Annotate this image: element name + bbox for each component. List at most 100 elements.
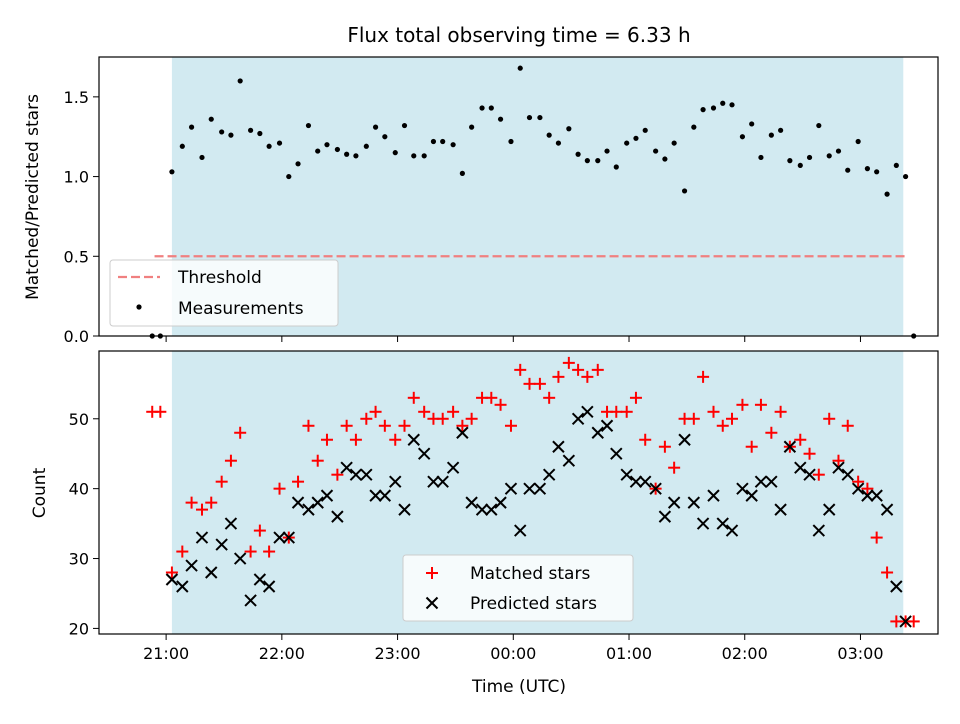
- matched-star-point: [610, 405, 623, 418]
- matched-star-point: [302, 419, 315, 432]
- predicted-star-point: [485, 503, 498, 516]
- predicted-star-point: [273, 531, 286, 544]
- measurement-point: [729, 102, 735, 108]
- ratio-axes-frame: [98, 56, 939, 337]
- measurement-point: [188, 124, 195, 130]
- measurement-point: [344, 151, 350, 157]
- predicted-star-point: [774, 503, 787, 516]
- predicted-star-point: [542, 468, 556, 481]
- predicted-star-point: [890, 580, 903, 593]
- predicted-star-point: [667, 496, 681, 509]
- matched-star-point: [195, 503, 208, 516]
- predicted-star-point: [581, 405, 594, 418]
- measurement-point: [653, 148, 659, 154]
- legend-matched-label: Matched stars: [470, 564, 590, 584]
- ratio-x-ticks: [165, 336, 861, 342]
- matched-star-point: [234, 426, 247, 439]
- predicted-star-point: [629, 475, 643, 488]
- matched-star-point: [707, 405, 720, 418]
- measurement-point: [797, 162, 803, 169]
- matched-star-point: [205, 496, 218, 509]
- matched-star-point: [456, 419, 469, 432]
- matched-star-point: [494, 398, 507, 411]
- measurement-point: [459, 170, 465, 176]
- predicted-star-point: [678, 433, 691, 446]
- predicted-star-point: [639, 475, 652, 488]
- predicted-star-point: [291, 496, 305, 509]
- predicted-star-point: [745, 489, 758, 502]
- y-tick-label: 30: [69, 550, 89, 569]
- matched-star-point: [418, 405, 431, 418]
- measurement-point: [324, 142, 330, 148]
- measurement-point: [219, 129, 225, 135]
- predicted-star-point: [610, 447, 623, 460]
- measurement-point: [749, 121, 755, 127]
- predicted-star-point: [736, 482, 749, 495]
- measurement-point: [681, 188, 688, 194]
- measurement-point: [537, 114, 543, 121]
- y-tick-label: 1.0: [64, 168, 89, 187]
- matched-star-point: [591, 363, 604, 376]
- matched-star-point: [447, 405, 460, 418]
- matched-star-point: [331, 468, 344, 481]
- measurement-point: [566, 126, 572, 132]
- predicted-star-point: [224, 517, 238, 530]
- count-legend: Matched stars Predicted stars: [402, 554, 634, 622]
- matched-star-point: [263, 545, 276, 558]
- predicted-star-point: [185, 559, 198, 572]
- ratio-legend: Threshold Measurements: [109, 259, 339, 327]
- matched-star-point: [244, 545, 257, 558]
- measurement-point: [546, 132, 552, 138]
- matched-star-point: [687, 412, 700, 425]
- measurement-point: [421, 153, 427, 159]
- measurement-point: [247, 127, 254, 133]
- matched-star-point: [273, 482, 286, 495]
- measurement-point: [305, 122, 312, 129]
- predicted-star-point: [812, 524, 826, 537]
- measurement-point: [430, 138, 437, 145]
- matched-star-point: [523, 377, 536, 390]
- measurement-point: [353, 153, 359, 159]
- predicted-star-point: [195, 531, 209, 544]
- matched-star-point: [349, 433, 362, 446]
- predicted-star-point: [446, 461, 460, 474]
- predicted-star-point: [262, 580, 276, 593]
- measurement-point: [479, 105, 485, 111]
- measurement-point: [315, 148, 321, 154]
- measurement-point: [642, 127, 648, 133]
- x-tick-label: 01:00: [606, 644, 652, 663]
- predicted-star-point: [803, 468, 816, 481]
- matched-star-points: [146, 356, 920, 628]
- predicted-star-point: [504, 482, 518, 495]
- matched-star-point: [165, 566, 178, 579]
- measurement-point: [450, 142, 456, 148]
- legend-box: [402, 554, 634, 622]
- predicted-star-point: [754, 475, 768, 488]
- matched-star-point: [292, 475, 305, 488]
- predicted-star-point: [687, 496, 701, 509]
- measurement-point: [575, 151, 581, 157]
- measurement-point: [440, 138, 446, 145]
- measurement-point: [276, 140, 283, 146]
- figure-title: Flux total observing time = 6.33 h: [347, 23, 690, 47]
- measurement-point: [237, 78, 243, 84]
- matched-star-point: [572, 363, 585, 376]
- predicted-star-point: [465, 496, 478, 509]
- matched-star-point: [668, 461, 681, 474]
- measurement-point: [806, 154, 813, 161]
- measurement-point: [893, 162, 899, 169]
- measurement-point: [633, 135, 639, 141]
- matched-star-point: [639, 433, 652, 446]
- predicted-star-point: [783, 440, 797, 453]
- measurement-point: [517, 65, 523, 71]
- matched-star-point: [697, 370, 710, 383]
- predicted-star-point: [552, 440, 565, 453]
- matched-star-point: [726, 412, 739, 425]
- predicted-star-point: [378, 489, 392, 502]
- measurement-point: [208, 116, 214, 122]
- matched-star-point: [803, 447, 816, 460]
- predicted-star-point: [244, 594, 257, 607]
- predicted-star-point: [725, 524, 739, 537]
- matched-star-point: [504, 419, 517, 432]
